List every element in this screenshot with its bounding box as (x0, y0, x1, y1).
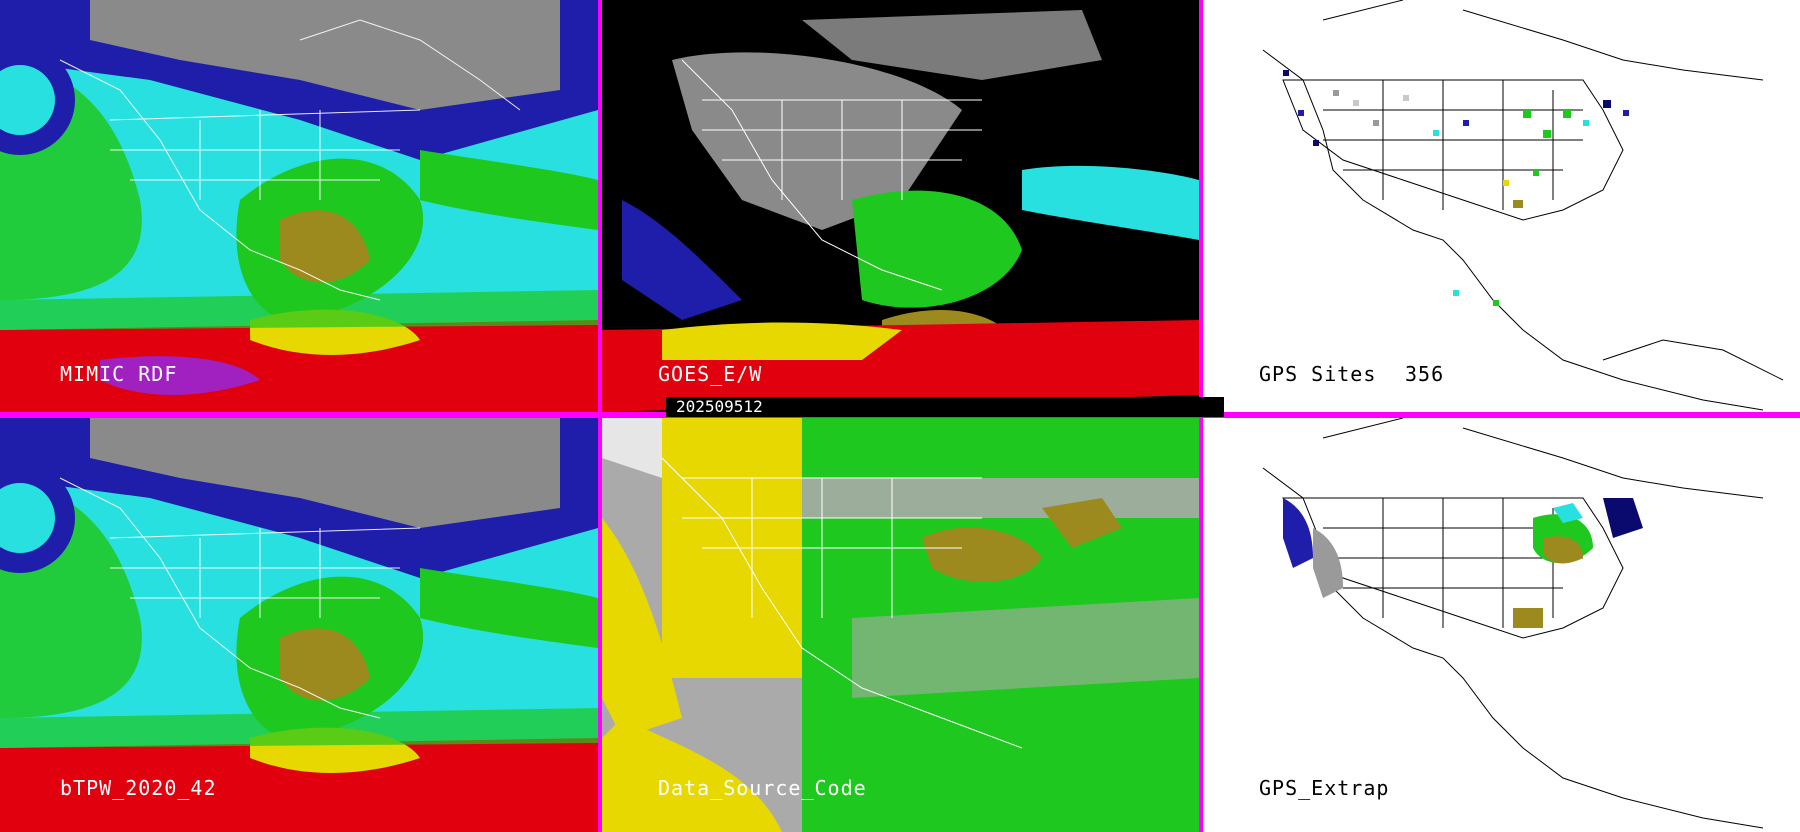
panel-data-source-code: Data_Source_Code (602, 418, 1199, 832)
data-source-map (602, 418, 1199, 832)
panel-btpw: bTPW_2020_42 (0, 418, 598, 832)
goes-map (602, 0, 1199, 412)
panel-goes: GOES_E/W (602, 0, 1199, 412)
gps-extrap-map (1262, 418, 1764, 829)
panel-label: GOES_E/W (658, 362, 763, 386)
gps-site-count: 356 (1405, 362, 1445, 386)
panel-mimic-rdf: MIMIC RDF (0, 0, 598, 412)
panel-label: GPS Sites (1259, 362, 1377, 386)
timestamp-bar: 202509512 (666, 397, 1224, 417)
panel-label: Data_Source_Code (658, 776, 867, 800)
tpw-map (0, 0, 598, 412)
panel-label: GPS_Extrap (1259, 776, 1390, 800)
tpw-map (0, 418, 598, 832)
panel-gps-extrap: GPS_Extrap (1203, 418, 1800, 832)
panel-label: MIMIC RDF (60, 362, 178, 386)
gps-sites-map (1262, 0, 1784, 411)
panel-label: bTPW_2020_42 (60, 776, 217, 800)
panel-gps-sites: GPS Sites 356 (1203, 0, 1800, 412)
